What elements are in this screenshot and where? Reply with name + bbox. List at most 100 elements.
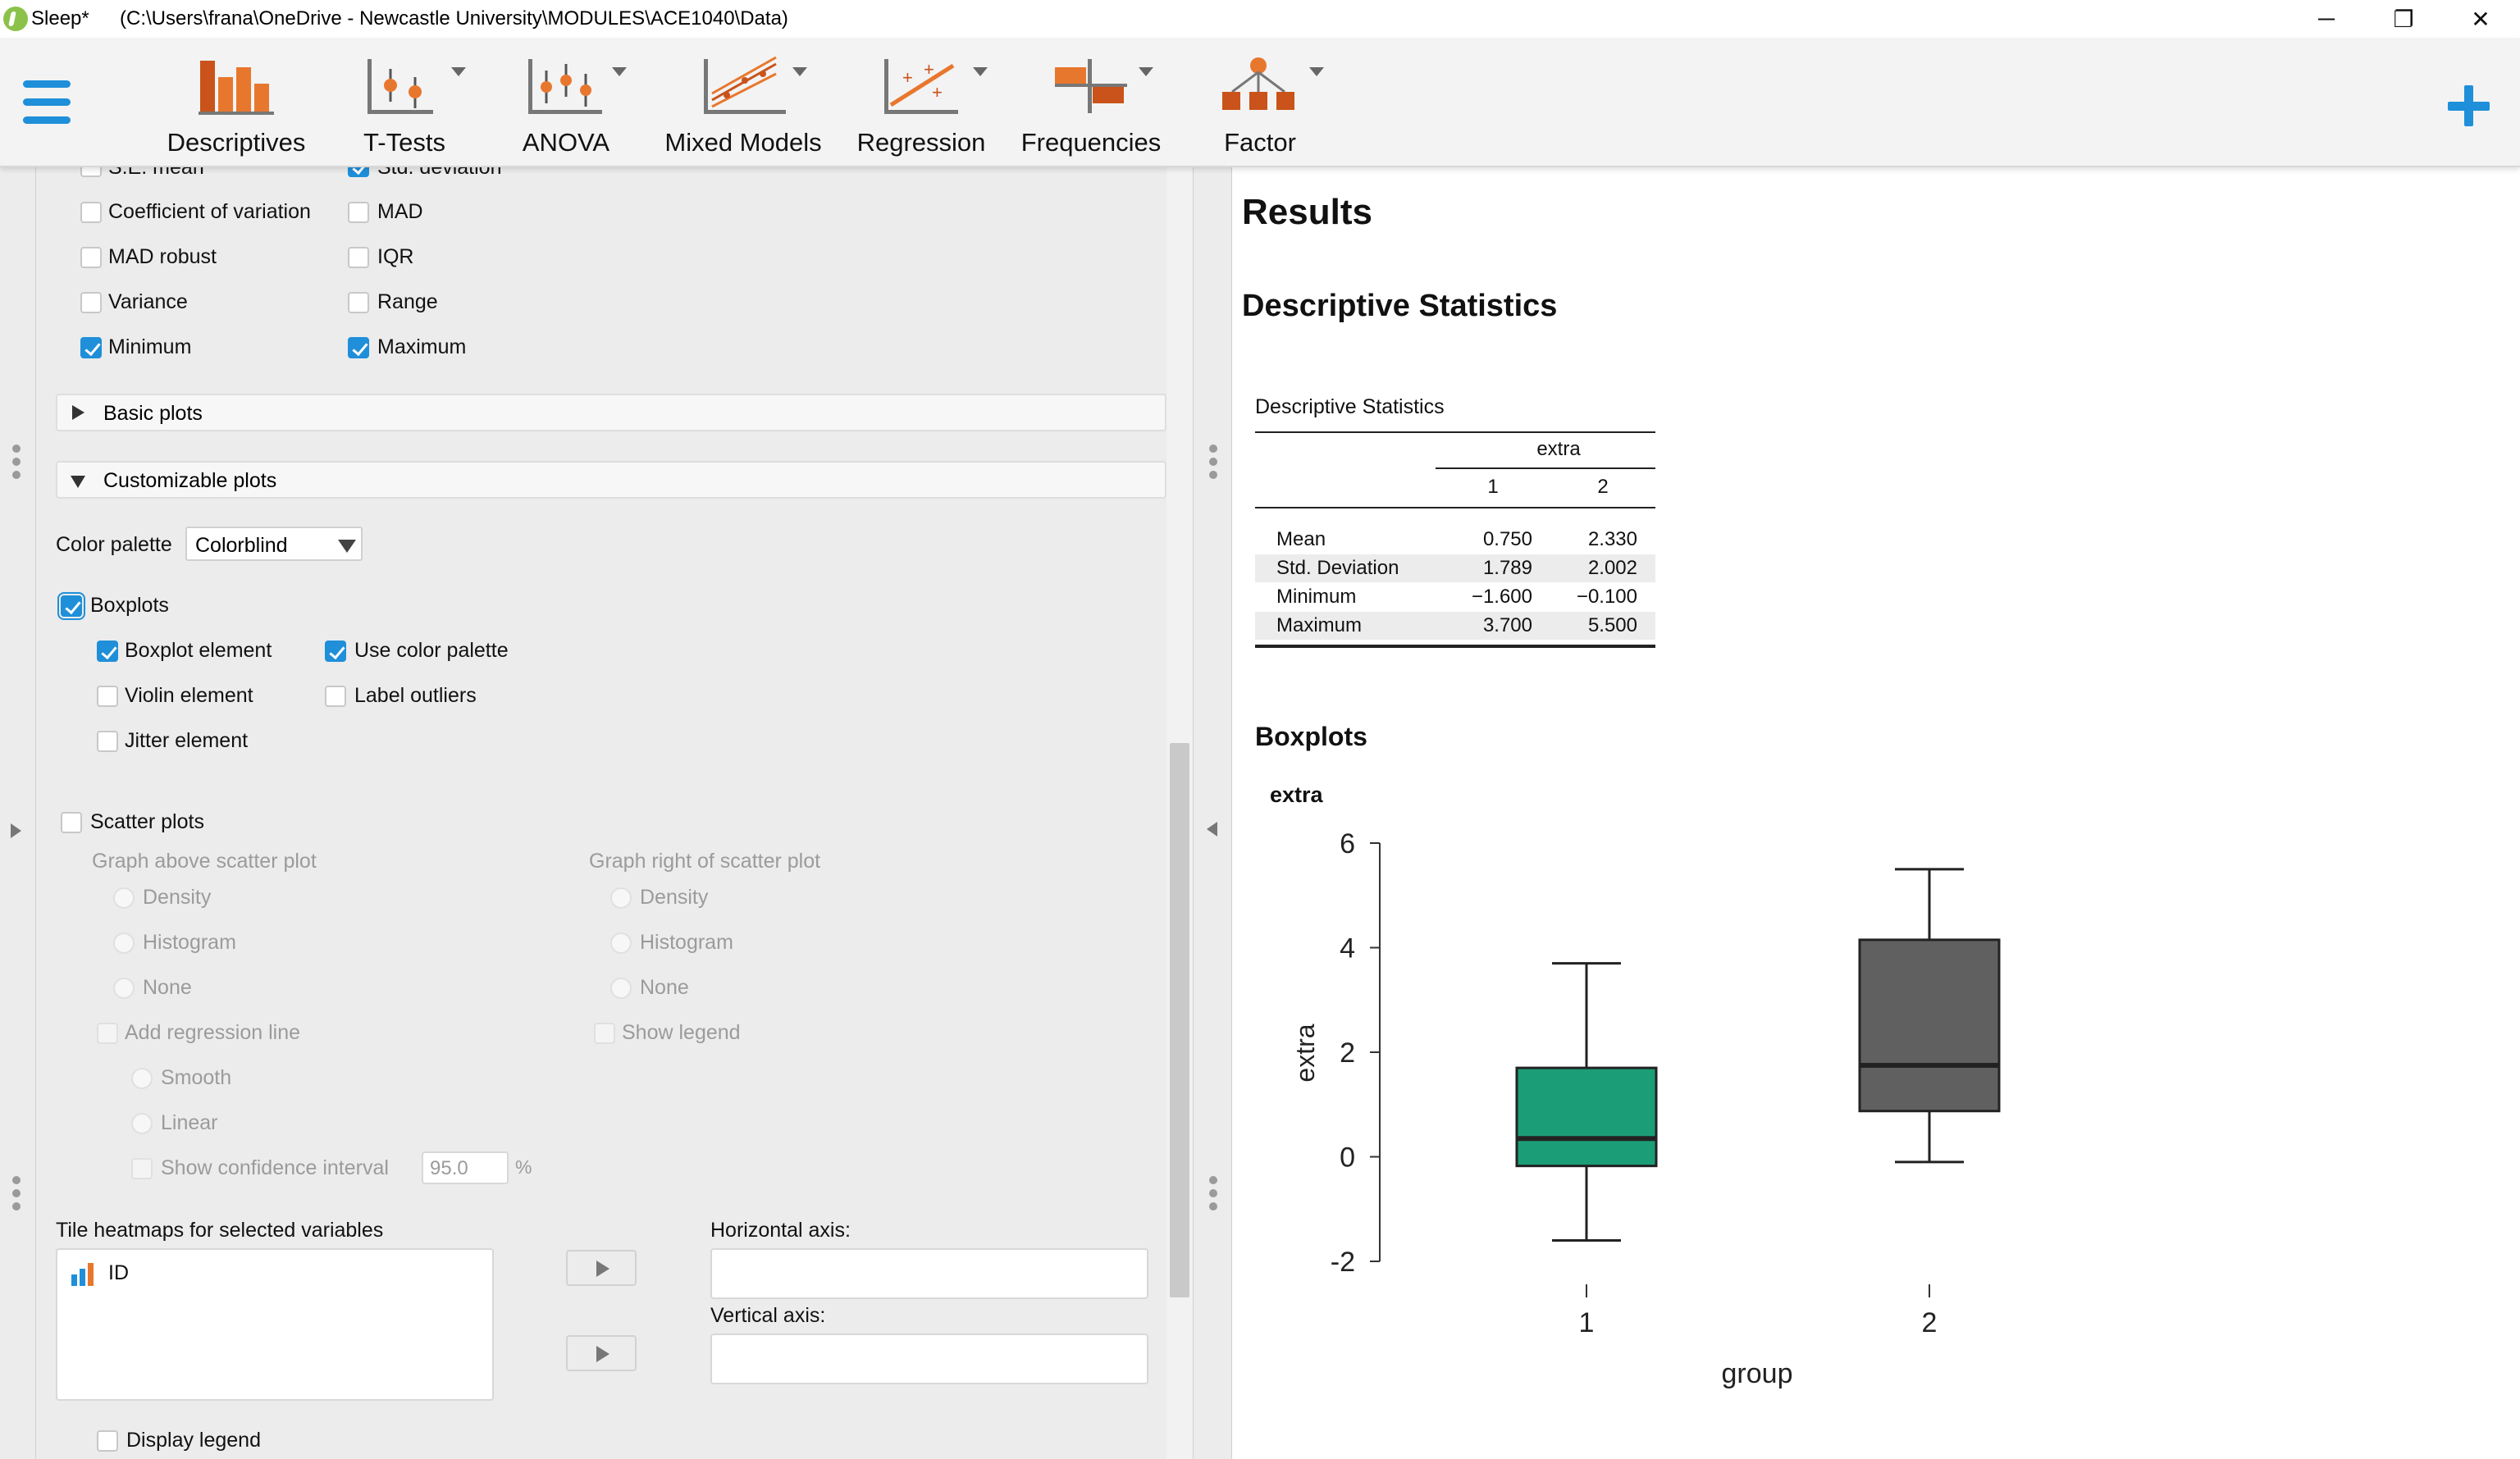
boxplots-title[interactable]: Boxplots (1255, 722, 1367, 751)
range-label: Range (377, 290, 438, 313)
ribbon-mixed-models-label: Mixed Models (664, 128, 822, 157)
move-to-vertical-arrow-icon[interactable] (566, 1335, 637, 1371)
y-axis: -2 0 2 4 6 (1331, 828, 1381, 1278)
svg-text:+: + (902, 67, 913, 88)
scatter-plots-label: Scatter plots (90, 810, 204, 833)
collapse-options-arrow-icon[interactable] (1207, 822, 1217, 837)
cell-value: 5.500 (1587, 614, 1637, 636)
ci-value: 95.0 (430, 1157, 468, 1179)
close-button[interactable]: ✕ (2471, 6, 2490, 32)
display-legend-checkbox[interactable] (97, 1430, 118, 1452)
basic-plots-section[interactable]: Basic plots (56, 394, 1166, 431)
above-none-radio[interactable] (113, 978, 135, 999)
ribbon-anova[interactable]: ANOVA (517, 49, 627, 157)
chevron-down-icon (338, 540, 356, 553)
drag-handle-dots-icon[interactable] (1209, 1176, 1217, 1215)
iqr-checkbox[interactable] (348, 247, 369, 268)
expand-data-arrow-icon[interactable] (11, 823, 21, 838)
right-none-radio[interactable] (610, 978, 632, 999)
above-density-radio[interactable] (113, 887, 135, 909)
file-path: (C:\Users\frana\OneDrive - Newcastle Uni… (120, 7, 788, 30)
ribbon-frequencies-label: Frequencies (1020, 128, 1162, 157)
cell-value: 0.750 (1482, 528, 1532, 550)
ribbon-regression-label: Regression (856, 128, 986, 157)
range-checkbox[interactable] (348, 292, 369, 313)
analysis-options-panel: S.E. mean Std. deviation Coefficient of … (36, 167, 1166, 1459)
smooth-radio[interactable] (131, 1068, 153, 1089)
hamburger-menu-icon[interactable] (23, 80, 72, 125)
tile-heatmaps-label: Tile heatmaps for selected variables (56, 1219, 384, 1242)
y-tick-label: -2 (1331, 1247, 1355, 1278)
row-label: Maximum (1276, 614, 1363, 636)
drag-handle-dots-icon[interactable] (12, 445, 21, 484)
frequencies-icon (1055, 59, 1127, 113)
violin-element-checkbox[interactable] (97, 686, 118, 707)
color-palette-dropdown[interactable]: Colorblind (185, 527, 363, 561)
table-column-header: 2 (1597, 476, 1609, 498)
std-deviation-checkbox[interactable] (348, 167, 369, 177)
restore-button[interactable]: ❐ (2393, 6, 2414, 32)
ribbon-mixed-models[interactable]: Mixed Models (661, 49, 825, 157)
linear-radio[interactable] (131, 1113, 153, 1134)
mad-robust-checkbox[interactable] (80, 247, 102, 268)
regression-dropdown-icon (973, 67, 988, 76)
data-panel-handle[interactable] (0, 167, 36, 1459)
show-confidence-interval-checkbox[interactable] (131, 1158, 153, 1179)
move-to-horizontal-arrow-icon[interactable] (566, 1250, 637, 1286)
variable-item-id[interactable]: ID (57, 1255, 492, 1291)
boxplot-element-checkbox[interactable] (97, 641, 118, 662)
mad-label: MAD (377, 200, 423, 223)
linear-label: Linear (161, 1111, 218, 1134)
vertical-axis-field[interactable] (710, 1334, 1148, 1384)
se-mean-checkbox[interactable] (80, 167, 102, 177)
confidence-interval-input[interactable]: 95.0 (422, 1151, 509, 1184)
ribbon-regression[interactable]: + + + Regression (853, 49, 989, 157)
ribbon-descriptives[interactable]: Descriptives (161, 49, 312, 157)
options-scrollbar[interactable] (1166, 167, 1193, 1459)
ribbon-factor[interactable]: Factor (1203, 49, 1324, 157)
jitter-element-checkbox[interactable] (97, 731, 118, 752)
maximum-checkbox[interactable] (348, 337, 369, 358)
maximum-label: Maximum (377, 335, 467, 358)
row-label: Minimum (1276, 586, 1357, 608)
options-scrollbar-thumb[interactable] (1170, 743, 1189, 1297)
scale-variable-icon (71, 1263, 94, 1286)
above-histogram-radio[interactable] (113, 932, 135, 954)
ribbon-factor-label: Factor (1224, 128, 1296, 157)
customizable-plots-section[interactable]: Customizable plots (56, 461, 1166, 499)
scatter-plots-checkbox[interactable] (61, 812, 82, 833)
basic-plots-label: Basic plots (103, 402, 203, 425)
drag-handle-dots-icon[interactable] (1209, 445, 1217, 484)
ribbon-frequencies[interactable]: Frequencies (1017, 49, 1165, 157)
mixed-models-icon (704, 56, 786, 114)
variance-checkbox[interactable] (80, 292, 102, 313)
show-legend-checkbox[interactable] (594, 1023, 615, 1044)
iqr-label: IQR (377, 245, 414, 268)
coefficient-of-variation-checkbox[interactable] (80, 202, 102, 223)
jitter-element-label: Jitter element (125, 729, 249, 752)
ribbon-t-tests[interactable]: T-Tests (351, 49, 466, 157)
add-module-plus-icon[interactable] (2445, 82, 2494, 131)
boxplots-checkbox[interactable] (57, 592, 85, 620)
descriptive-statistics-title[interactable]: Descriptive Statistics (1242, 289, 1558, 323)
label-outliers-checkbox[interactable] (325, 686, 346, 707)
use-color-palette-checkbox[interactable] (325, 641, 346, 662)
add-regression-line-checkbox[interactable] (97, 1023, 118, 1044)
cell-value: 2.002 (1587, 557, 1637, 579)
y-tick-label: 2 (1340, 1037, 1355, 1069)
y-tick-label: 0 (1340, 1142, 1355, 1174)
show-confidence-interval-label: Show confidence interval (161, 1156, 389, 1179)
color-palette-value: Colorblind (195, 534, 288, 557)
right-histogram-radio[interactable] (610, 932, 632, 954)
minimize-button[interactable]: ─ (2318, 6, 2335, 31)
horizontal-axis-field[interactable] (710, 1248, 1148, 1299)
cell-value: 3.700 (1482, 614, 1532, 636)
drag-handle-dots-icon[interactable] (12, 1176, 21, 1215)
results-panel-handle[interactable] (1193, 167, 1232, 1459)
right-density-radio[interactable] (610, 887, 632, 909)
available-variables-list[interactable]: ID (56, 1248, 494, 1401)
mad-checkbox[interactable] (348, 202, 369, 223)
row-label: Mean (1276, 528, 1326, 550)
minimum-checkbox[interactable] (80, 337, 102, 358)
results-heading: Results (1242, 192, 1372, 232)
